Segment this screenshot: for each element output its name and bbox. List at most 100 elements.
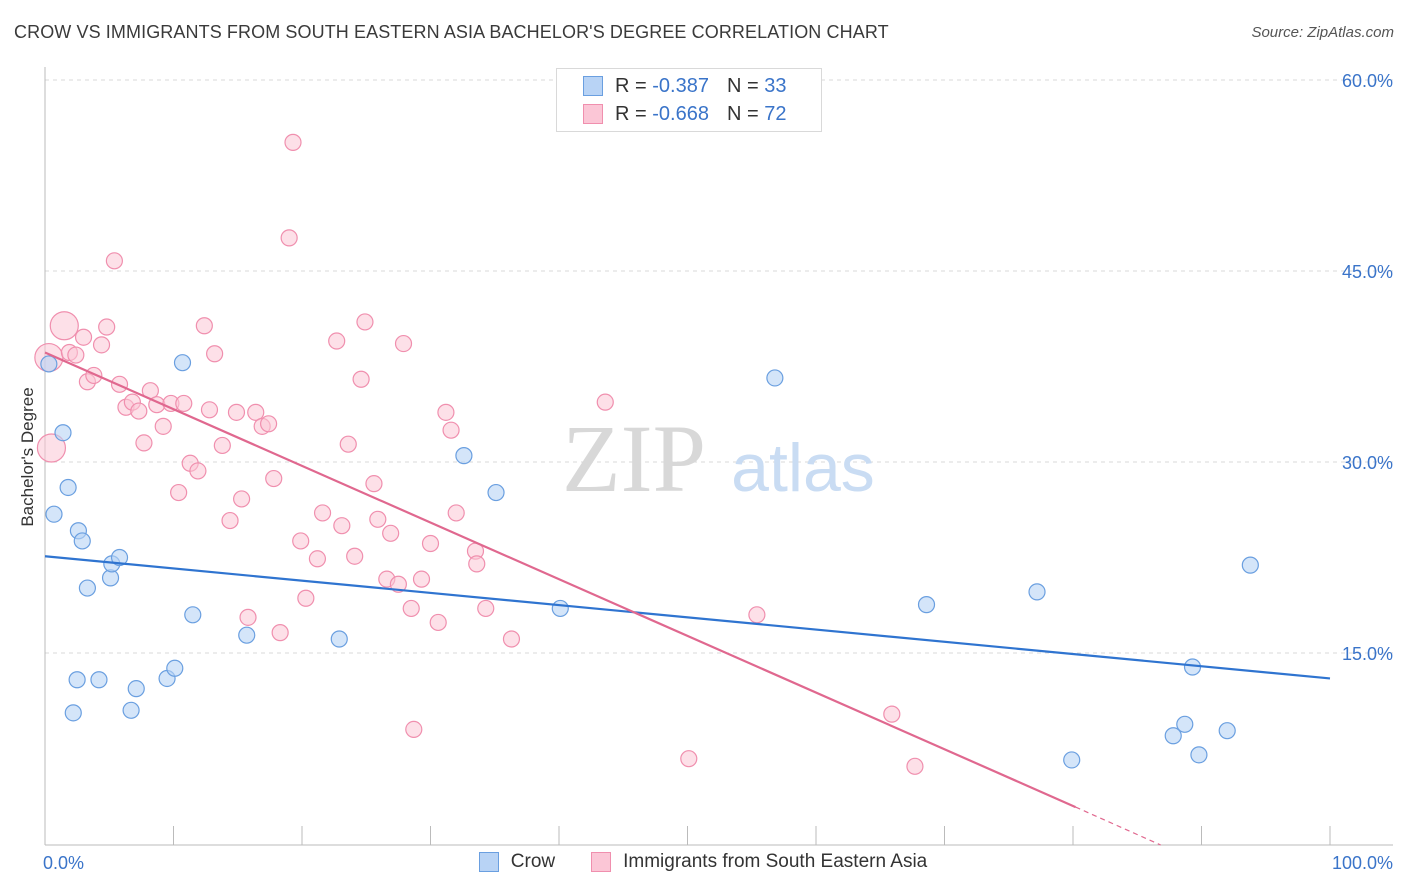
immigrants-point — [477, 599, 495, 618]
immigrants-point — [402, 599, 420, 618]
grid-layer — [45, 79, 1393, 654]
crow-point — [1241, 556, 1259, 574]
crow-point — [68, 671, 86, 689]
x-tick-label: 0.0% — [43, 853, 84, 873]
immigrants-legend-swatch — [591, 852, 612, 872]
points-layer — [34, 133, 1259, 775]
immigrants-point — [437, 403, 455, 421]
immigrants-point — [906, 757, 924, 775]
x-tick-label: 100.0% — [1332, 853, 1393, 873]
immigrants-point — [447, 504, 465, 522]
immigrants-point — [135, 434, 153, 452]
immigrants-point — [154, 417, 172, 435]
crow-point — [551, 599, 569, 618]
immigrants-trend-line — [44, 351, 1077, 809]
immigrants-point — [239, 608, 257, 626]
trend-layer — [44, 351, 1331, 846]
immigrants-point — [259, 415, 278, 433]
immigrants-point — [339, 435, 357, 453]
immigrants-point — [883, 705, 901, 723]
immigrants-point — [175, 394, 193, 413]
y-tick-label: 30.0% — [1342, 453, 1393, 473]
crow-point — [54, 424, 72, 442]
crow-point — [173, 354, 192, 372]
crow-point — [184, 606, 202, 624]
crow-point — [127, 680, 145, 698]
legend-r-label: R = — [615, 74, 647, 97]
legend-n-label: N = — [726, 102, 759, 125]
immigrants-point — [265, 469, 283, 488]
immigrants-point — [328, 332, 346, 350]
crow-point — [238, 626, 256, 644]
immigrants-point — [280, 229, 298, 247]
immigrants-point — [227, 403, 246, 421]
immigrants-point — [284, 133, 302, 151]
crow-point — [1218, 722, 1236, 740]
crow-swatch — [583, 76, 603, 96]
immigrants-point — [206, 345, 224, 363]
crow-point — [1164, 727, 1182, 745]
immigrants-point — [67, 346, 85, 364]
immigrants-point — [292, 532, 310, 550]
immigrants-point — [468, 555, 486, 573]
crow-point — [1176, 715, 1194, 733]
y-tick-label: 45.0% — [1342, 262, 1393, 282]
stats-legend: R = -0.387 N = 33 R = -0.668 N = 72 — [556, 68, 822, 132]
immigrants-point — [596, 393, 614, 411]
immigrants-point — [412, 570, 431, 588]
crow-point — [122, 701, 140, 719]
crow-point — [166, 659, 184, 677]
immigrants-point — [308, 550, 327, 568]
immigrants-point — [382, 524, 400, 542]
immigrants-point — [365, 475, 383, 493]
immigrants-trend-extension — [1075, 806, 1161, 846]
immigrants-point — [92, 336, 111, 354]
chart-title: CROW VS IMMIGRANTS FROM SOUTH EASTERN AS… — [14, 22, 889, 42]
immigrants-point — [200, 401, 219, 419]
immigrants-point — [36, 433, 67, 463]
immigrants-point — [74, 328, 93, 346]
legend-r-label: R = — [615, 102, 647, 125]
watermark: ZIP atlas — [562, 405, 875, 512]
legend-n-value: 72 — [764, 102, 787, 125]
legend-row-immigrants: R = -0.668 N = 72 — [583, 101, 786, 127]
immigrants-point — [189, 462, 207, 480]
immigrants-point — [247, 403, 265, 421]
immigrants-point — [221, 511, 239, 530]
legend-immigrants-label: Immigrants from South Eastern Asia — [623, 851, 928, 872]
legend-r-value: -0.387 — [652, 74, 709, 97]
immigrants-point — [421, 534, 440, 553]
crow-trend-line — [44, 555, 1331, 680]
immigrants-point — [502, 630, 521, 648]
immigrants-point — [352, 370, 370, 388]
crow-point — [1063, 751, 1081, 769]
immigrants-point — [297, 589, 315, 607]
immigrants-point — [213, 436, 231, 455]
immigrants-point — [405, 720, 423, 739]
immigrants-point — [333, 517, 351, 535]
immigrants-point — [313, 504, 332, 522]
immigrants-point — [130, 402, 148, 420]
immigrants-point — [346, 547, 364, 565]
crow-point — [1190, 746, 1208, 764]
y-axis-label: Bachelor's Degree — [18, 387, 37, 526]
immigrants-swatch — [583, 104, 603, 124]
axes-layer: 15.0% 30.0% 45.0% 60.0% 0.0% 100.0% — [43, 67, 1393, 873]
immigrants-point — [49, 311, 79, 341]
crow-point — [73, 532, 91, 550]
crow-legend-swatch — [478, 852, 499, 872]
legend-item-crow[interactable]: Crow — [478, 851, 555, 873]
immigrants-point — [98, 318, 116, 336]
legend-n-label: N = — [726, 74, 759, 97]
crow-point — [59, 478, 77, 497]
legend-item-immigrants[interactable]: Immigrants from South Eastern Asia — [591, 851, 927, 873]
crow-point — [90, 671, 108, 689]
immigrants-point — [369, 510, 387, 528]
crow-point — [45, 505, 63, 523]
immigrants-point — [442, 421, 460, 439]
immigrants-point — [356, 313, 374, 331]
legend-n-value: 33 — [764, 74, 787, 97]
crow-point — [40, 355, 58, 373]
immigrants-point — [105, 252, 123, 270]
crow-point — [1028, 583, 1046, 601]
